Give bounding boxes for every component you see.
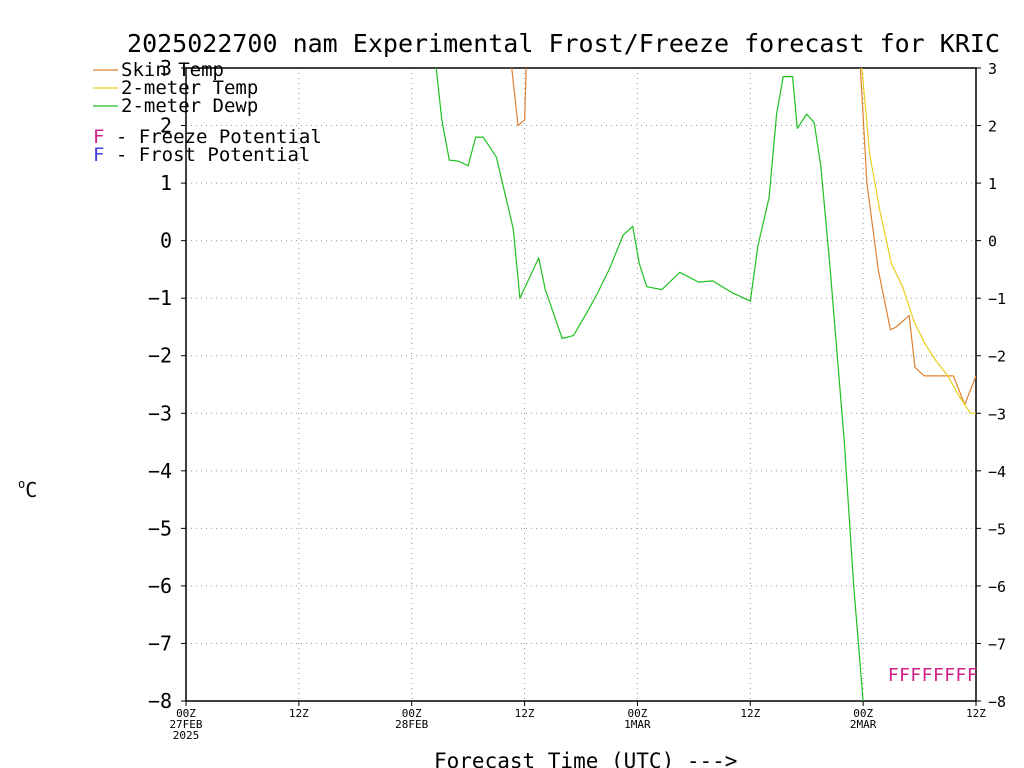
y-tick-label-left: −3 — [148, 401, 172, 425]
potential-legend-entry: F - Freeze Potential — [93, 126, 322, 148]
x-tick-label: 2MAR — [850, 718, 877, 731]
grid-lines — [186, 68, 976, 701]
freeze-potential-mark: F — [888, 665, 899, 686]
potential-legend-label: - Frost Potential — [104, 144, 310, 166]
y-tick-label-right: −1 — [988, 290, 1006, 308]
data-series — [435, 68, 976, 701]
y-tick-label-right: 3 — [988, 60, 997, 78]
y-tick-label-right: −2 — [988, 348, 1006, 366]
x-axis-label: Forecast Time (UTC) ---> — [434, 749, 737, 768]
legend-label: 2-meter Dewp — [121, 95, 258, 117]
freeze-potential-mark: F — [967, 665, 978, 686]
y-axis-label: oC — [18, 477, 37, 502]
freeze-potential-mark: F — [933, 665, 944, 686]
y-tick-label-left: 2 — [160, 114, 172, 138]
y-tick-label-right: 1 — [988, 175, 997, 193]
y-tick-label-right: −7 — [988, 635, 1006, 653]
series-line-2-meter-dewp — [435, 68, 864, 701]
chart-title: 2025022700 nam Experimental Frost/Freeze… — [127, 29, 1000, 58]
y-tick-label-left: −4 — [148, 459, 172, 483]
x-tick-label: 00Z — [402, 707, 422, 720]
y-tick-label-right: −6 — [988, 578, 1006, 596]
potential-legend-label: - Freeze Potential — [104, 126, 321, 148]
freeze-potential-mark: F — [922, 665, 933, 686]
series-line-skin-temp — [511, 68, 976, 406]
y-tick-label-left: −5 — [148, 516, 172, 540]
x-tick-label: 12Z — [966, 707, 986, 720]
x-tick-label: 27FEB — [169, 718, 202, 731]
x-tick-label: 2025 — [173, 729, 200, 742]
freeze-potential-mark: F — [944, 665, 955, 686]
freeze-potential-mark: F — [956, 665, 967, 686]
potential-legend-entry: F - Frost Potential — [93, 144, 310, 166]
y-tick-label-right: −3 — [988, 405, 1006, 423]
y-tick-label-right: 0 — [988, 233, 997, 251]
y-tick-label-left: −7 — [148, 631, 172, 655]
frame-ticks — [181, 67, 981, 706]
series-line-2-meter-temp — [861, 68, 976, 414]
y-tick-label-left: 3 — [160, 56, 172, 80]
x-tick-label: 12Z — [515, 707, 535, 720]
freeze-potential-mark: F — [899, 665, 910, 686]
x-tick-label: 28FEB — [395, 718, 428, 731]
y-tick-label-left: −8 — [148, 689, 172, 713]
y-axis-right-ticks: 3 2 1 0 −1 −2 −3 −4 −5 −6 −7 −8 — [988, 60, 1006, 711]
plot-frame — [185, 67, 977, 702]
y-tick-label-right: 2 — [988, 118, 997, 136]
potential-legend-symbol: F — [93, 144, 104, 166]
y-tick-label-left: 0 — [160, 229, 172, 253]
legend-label: 2-meter Temp — [121, 77, 258, 99]
y-axis-label-unit: C — [25, 478, 37, 502]
y-tick-label-right: −8 — [988, 693, 1006, 711]
x-tick-label: 12Z — [289, 707, 309, 720]
y-axis-label-degree: o — [18, 477, 25, 491]
x-tick-label: 00Z — [853, 707, 873, 720]
y-tick-label-left: 1 — [160, 171, 172, 195]
y-tick-label-left: −1 — [148, 286, 172, 310]
potential-legend-symbol: F — [93, 126, 104, 148]
x-tick-label: 00Z — [627, 707, 647, 720]
y-tick-label-right: −5 — [988, 520, 1006, 538]
y-tick-label-left: −2 — [148, 344, 172, 368]
y-axis-left-ticks: 3 2 1 0 −1 −2 −3 −4 −5 −6 −7 −8 — [148, 56, 172, 713]
y-tick-label-right: −4 — [988, 463, 1006, 481]
freeze-potential-mark: F — [910, 665, 921, 686]
legend-label: Skin Temp — [121, 59, 224, 81]
y-tick-label-left: −6 — [148, 574, 172, 598]
x-tick-label: 00Z — [176, 707, 196, 720]
x-tick-label: 12Z — [740, 707, 760, 720]
x-tick-label: 1MAR — [624, 718, 651, 731]
